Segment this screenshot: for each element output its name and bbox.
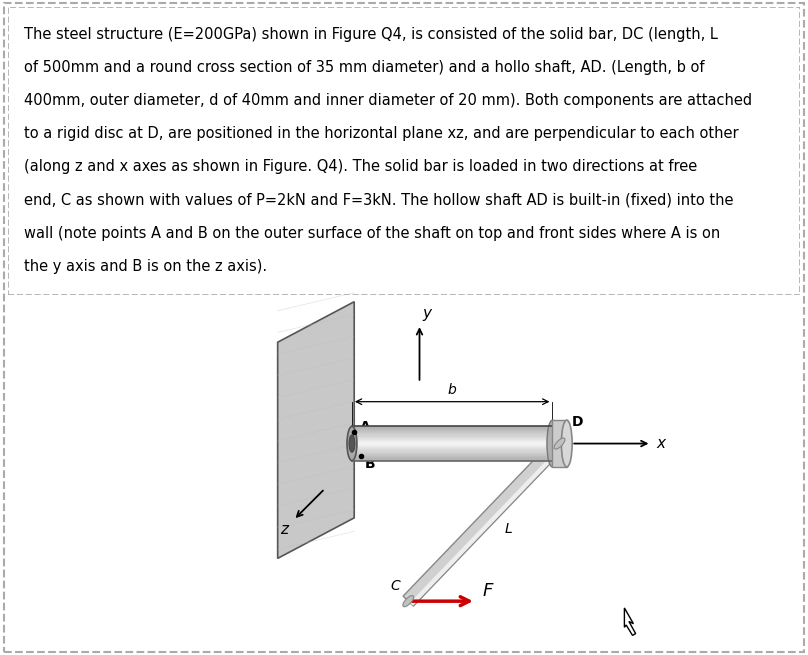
Bar — [352, 442, 553, 443]
Bar — [352, 454, 553, 455]
Bar — [352, 440, 553, 441]
Text: L: L — [505, 522, 512, 536]
Bar — [352, 445, 553, 446]
Polygon shape — [278, 302, 354, 558]
Ellipse shape — [554, 438, 565, 449]
Bar — [352, 456, 553, 457]
Text: wall (note points A and B on the outer surface of the shaft on top and front sid: wall (note points A and B on the outer s… — [24, 225, 720, 240]
Text: C: C — [391, 579, 401, 593]
Polygon shape — [403, 439, 565, 606]
Text: b: b — [448, 383, 457, 397]
Text: (along z and x axes as shown in Figure. Q4). The solid bar is loaded in two dire: (along z and x axes as shown in Figure. … — [24, 159, 697, 174]
Text: F: F — [482, 582, 493, 600]
Bar — [352, 458, 553, 460]
Bar — [352, 436, 553, 437]
Text: end, C as shown with values of P=2kN and F=3kN. The hollow shaft AD is built-in : end, C as shown with values of P=2kN and… — [24, 193, 734, 208]
Polygon shape — [410, 445, 564, 606]
Text: d: d — [464, 434, 473, 448]
Ellipse shape — [349, 435, 355, 452]
Bar — [352, 438, 553, 439]
Bar — [352, 443, 553, 445]
Bar — [352, 446, 553, 447]
Bar — [352, 453, 553, 454]
Bar — [352, 457, 553, 458]
Text: B: B — [364, 457, 375, 471]
Bar — [352, 430, 553, 431]
Bar — [352, 428, 553, 429]
Text: The steel structure (E=200GPa) shown in Figure Q4, is consisted of the solid bar: The steel structure (E=200GPa) shown in … — [24, 27, 718, 42]
Text: D: D — [571, 415, 583, 429]
Bar — [352, 448, 553, 449]
Bar — [352, 434, 553, 436]
Text: 400mm, outer diameter, d of 40mm and inner diameter of 20 mm). Both components a: 400mm, outer diameter, d of 40mm and inn… — [24, 93, 752, 108]
Ellipse shape — [403, 595, 414, 607]
Text: to a rigid disc at D, are positioned in the horizontal plane xz, and are perpend: to a rigid disc at D, are positioned in … — [24, 126, 739, 141]
Bar — [352, 439, 553, 440]
Bar — [352, 451, 553, 453]
Polygon shape — [553, 420, 566, 467]
Ellipse shape — [347, 426, 357, 460]
Text: A: A — [360, 420, 371, 434]
Bar — [352, 431, 553, 432]
Bar — [352, 441, 553, 442]
Ellipse shape — [562, 420, 572, 467]
Bar — [352, 426, 553, 428]
Bar — [352, 449, 553, 451]
Text: z: z — [280, 521, 288, 536]
Polygon shape — [625, 608, 636, 635]
Bar — [352, 437, 553, 438]
Text: y: y — [423, 306, 431, 321]
Text: of 500mm and a round cross section of 35 mm diameter) and a hollo shaft, AD. (Le: of 500mm and a round cross section of 35… — [24, 60, 705, 75]
Bar — [352, 455, 553, 456]
Ellipse shape — [547, 420, 558, 467]
Bar — [352, 432, 553, 434]
Text: x: x — [657, 436, 666, 451]
Bar — [352, 447, 553, 448]
Text: the y axis and B is on the z axis).: the y axis and B is on the z axis). — [24, 259, 267, 274]
Bar — [352, 429, 553, 430]
